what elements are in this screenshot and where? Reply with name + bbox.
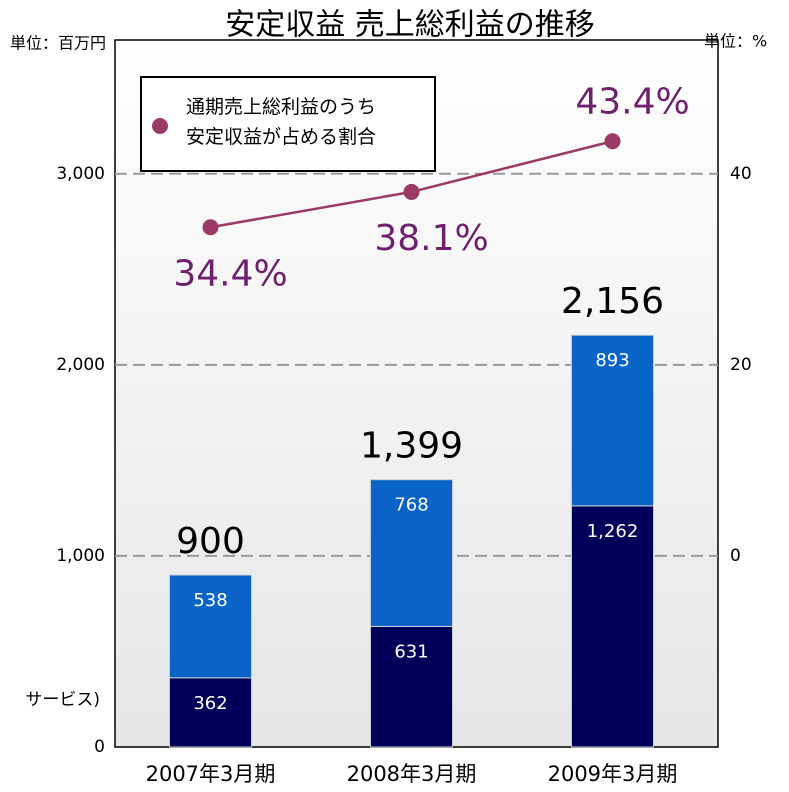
annotation: サービス) [25,690,100,710]
y2-tick-label: 40 [730,164,752,184]
bar-value-label: 631 [394,641,428,662]
y-unit: 単位：百万円 [10,34,106,53]
line-marker [604,133,621,150]
legend-label: 通期売上総利益のうち 安定収益が占める割合 [186,96,377,148]
bar-segment [571,505,654,748]
y-tick-label: 0 [94,737,105,757]
bar-value-label: 1,262 [587,521,639,542]
bar-segment [169,574,252,679]
line-marker [202,219,219,236]
chart-title: 安定収益 売上総利益の推移 [225,8,595,43]
y-tick-label: 1,000 [56,546,105,566]
y2-unit: 単位：% [704,32,767,51]
bar-segment [571,334,654,507]
bar-value-label: 893 [595,350,629,371]
legend: 通期売上総利益のうち 安定収益が占める割合 [140,76,436,172]
line-value-label: 34.4% [173,253,287,294]
x-tick-label: 2007年3月期 [146,762,276,786]
bar-segment [169,677,252,748]
bar-value-label: 538 [193,590,227,611]
y-tick-label: 3,000 [56,164,105,184]
total-label: 2,156 [561,281,664,322]
line-value-label: 43.4% [575,81,689,122]
legend-marker [152,118,168,134]
total-label: 1,399 [360,426,463,467]
x-tick-label: 2009年3月期 [548,762,678,786]
line-marker [403,183,420,200]
x-tick-label: 2008年3月期 [347,762,477,786]
y2-tick-label: 0 [730,546,741,566]
line-value-label: 38.1% [374,218,488,259]
bar-value-label: 768 [394,495,428,516]
bar-segment [370,479,453,627]
bar-value-label: 362 [193,693,227,714]
bar-segment [370,625,453,748]
total-label: 900 [176,521,245,562]
y2-tick-label: 20 [730,355,752,375]
y-tick-label: 2,000 [56,355,105,375]
